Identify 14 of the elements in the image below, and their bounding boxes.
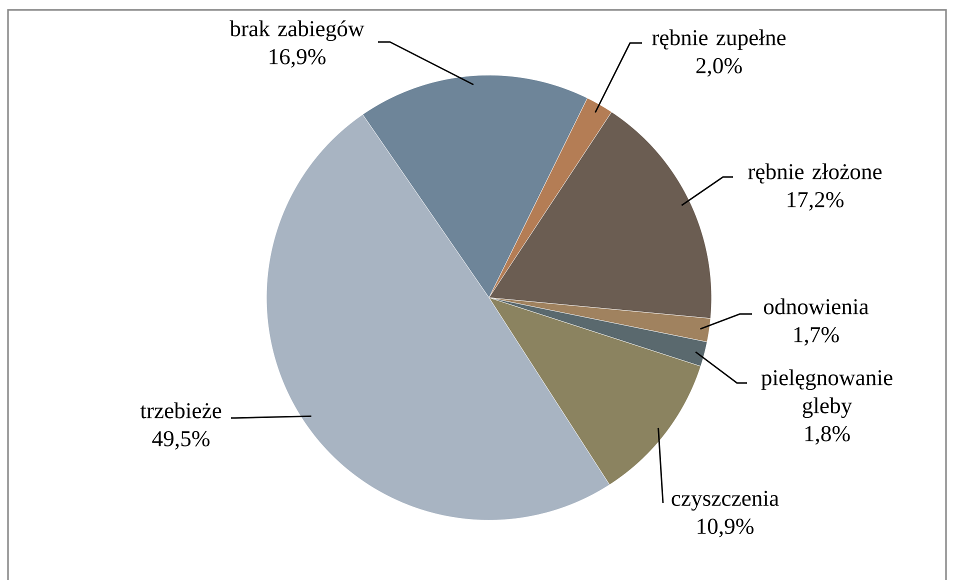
data-label: 1,7% <box>794 327 839 346</box>
slice-label: rębnie złożone <box>748 163 882 184</box>
slice-label: odnowienia <box>764 298 869 314</box>
slice-label: brak zabiegów <box>230 20 364 42</box>
slice-label: czyszczenia <box>672 490 779 511</box>
data-label: 49,5% <box>152 431 210 450</box>
data-label: 16,9% <box>270 49 326 68</box>
slice-label: pielęgnowanie gleby <box>761 369 892 418</box>
data-label: 1,8% <box>805 426 850 445</box>
data-label: 17,2% <box>788 192 844 211</box>
data-label: 2,0% <box>696 58 742 77</box>
slice-label: rębnie zupełne <box>652 29 786 50</box>
slice-label: trzebieże <box>140 402 222 418</box>
data-label: 10,9% <box>698 518 754 538</box>
